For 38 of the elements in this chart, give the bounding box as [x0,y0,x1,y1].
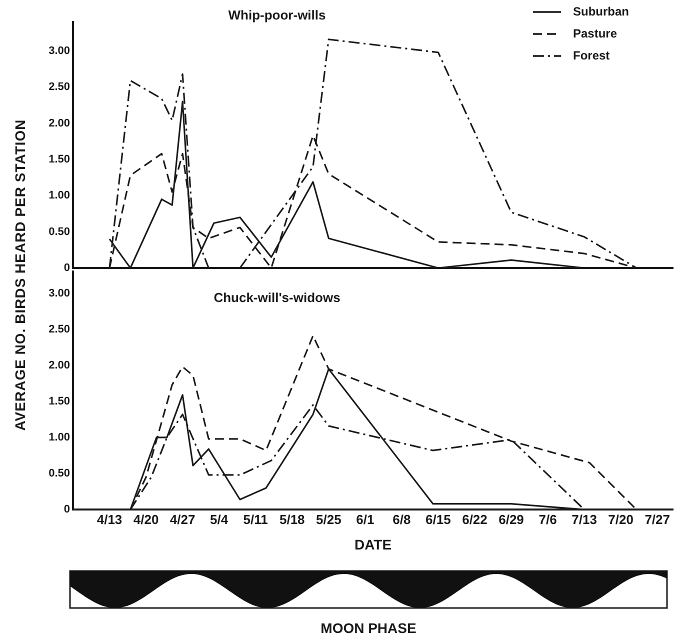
x-tick-label: 5/25 [316,512,342,527]
x-tick-label: 7/6 [538,512,557,527]
y-tick-label: 0.50 [48,226,70,238]
x-tick-label: 6/15 [426,512,451,527]
x-tick-label: 6/22 [462,512,488,527]
text: MOON PHASE [320,620,418,636]
x-tick-label: 5/11 [243,512,268,527]
y-tick-label: 0.50 [48,468,70,480]
x-tick-label: 7/20 [608,512,634,527]
y-tick-label: 0 [64,504,70,516]
y-tick-label: 2.00 [48,117,70,130]
y-tick-label: 1.50 [48,395,70,408]
y-tick-label: 1.50 [48,154,70,166]
x-tick-label: 7/13 [572,512,597,527]
x-tick-label: 7/27 [644,512,670,527]
x-tick-label: 6/1 [356,512,374,527]
chart-title: Whip-poor-wills [228,8,326,23]
y-tick-label: 2.00 [48,359,70,372]
x-tick-label: 4/13 [96,512,122,527]
y-tick-label: 3.00 [48,44,70,57]
legend-label: Forest [573,48,610,62]
x-tick-label: 6/8 [392,512,411,527]
legend-label: Suburban [573,4,629,18]
y-tick-label: 1.00 [48,190,70,202]
x-axis-title: DATE [354,536,392,552]
x-tick-label: 5/4 [210,512,229,527]
y-tick-label: 3.00 [48,287,70,300]
y-tick-label: 0 [64,262,70,274]
x-tick-label: 6/29 [498,512,524,527]
y-tick-label: 1.00 [48,432,70,444]
legend-label: Pasture [573,26,618,40]
x-tick-label: 4/27 [170,512,196,527]
x-tick-label: 4/20 [133,512,159,527]
x-tick-label: 5/18 [279,512,305,527]
y-tick-label: 2.50 [48,81,70,94]
y-axis-title: AVERAGE NO. BIRDS HEARD PER STATION [12,119,28,431]
y-tick-label: 2.50 [48,323,70,336]
text: Chuck-will's-widows [214,290,340,306]
